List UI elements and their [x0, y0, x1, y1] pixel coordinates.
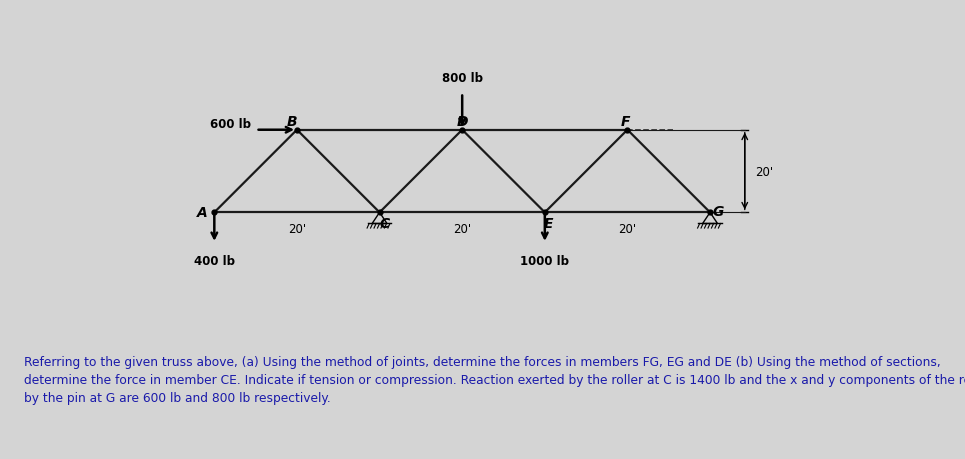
Text: 20': 20' — [619, 223, 637, 236]
Text: F: F — [620, 114, 630, 129]
Text: 20': 20' — [454, 223, 471, 236]
Text: G: G — [712, 204, 724, 218]
Text: 1000 lb: 1000 lb — [520, 254, 569, 267]
Text: 800 lb: 800 lb — [442, 72, 482, 85]
Text: A: A — [198, 206, 208, 220]
Text: 20': 20' — [288, 223, 306, 236]
Text: 400 lb: 400 lb — [194, 254, 234, 267]
Text: D: D — [456, 114, 468, 129]
Text: C: C — [379, 217, 390, 230]
Text: E: E — [543, 217, 553, 230]
Text: 600 lb: 600 lb — [210, 118, 252, 130]
Text: 20': 20' — [755, 165, 773, 178]
Text: Referring to the given truss above, (a) Using the method of joints, determine th: Referring to the given truss above, (a) … — [24, 356, 965, 405]
Text: B: B — [287, 115, 297, 129]
